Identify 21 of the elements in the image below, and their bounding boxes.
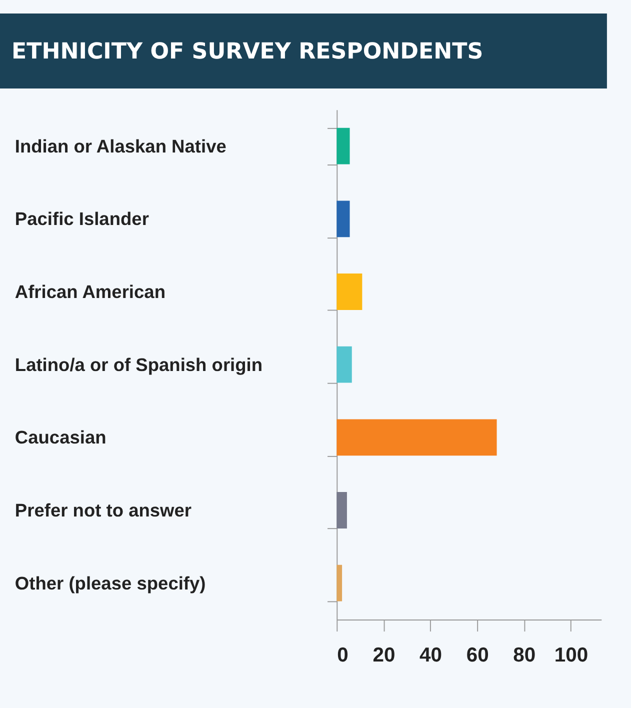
y-tick-label: Prefer not to answer (14, 499, 192, 520)
bar (336, 128, 350, 164)
x-tick-label: 60 (466, 644, 489, 666)
y-tick-label: Indian or Alaskan Native (14, 135, 226, 156)
y-tick-label: Other (please specify) (14, 572, 206, 594)
y-tick-label: Pacific Islander (14, 208, 149, 230)
bar (336, 492, 347, 528)
y-tick-label: Latino/a or of Spanish origin (14, 354, 263, 375)
x-tick-label: 100 (554, 644, 588, 666)
y-tick-label: Caucasian (14, 426, 106, 448)
x-tick-label: 0 (337, 644, 348, 666)
bar (336, 419, 497, 456)
bar (336, 564, 342, 602)
y-tick-label: African American (14, 281, 166, 302)
x-tick-label: 80 (513, 644, 536, 666)
x-tick-label: 40 (420, 644, 442, 666)
chart-title: ETHNICITY OF SURVEY RESPONDENTS (12, 38, 484, 65)
x-tick-label: 20 (372, 644, 396, 666)
bar (336, 274, 362, 310)
bar (336, 346, 352, 383)
bar (336, 200, 350, 238)
